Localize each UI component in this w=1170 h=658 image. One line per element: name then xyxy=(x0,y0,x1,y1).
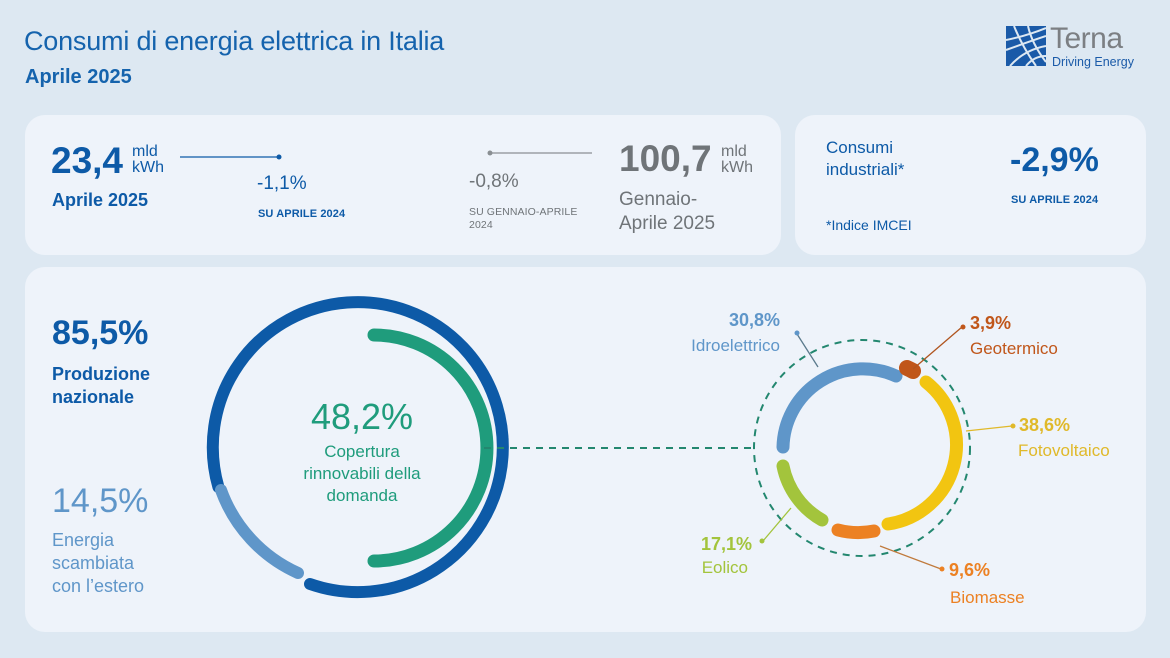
terna-grid-icon xyxy=(1006,26,1046,66)
national-production-label-2: nazionale xyxy=(52,387,135,407)
consumption-summary-card xyxy=(25,115,781,255)
monthly-unit-kwh: kWh xyxy=(132,159,164,176)
ytd-change-caption-1: SU GENNAIO-APRILE xyxy=(469,206,578,218)
ytd-unit-kwh: kWh xyxy=(721,159,753,176)
foreign-exchange-label-2: scambiata xyxy=(52,553,135,573)
industrial-footnote: *Indice IMCEI xyxy=(826,217,912,233)
geothermal-value: 3,9% xyxy=(970,313,1012,333)
monthly-change-caption: SU APRILE 2024 xyxy=(258,208,346,220)
biomass-label: Biomasse xyxy=(950,588,1025,607)
ytd-value: 100,7 xyxy=(619,138,712,179)
logo-wordmark: Terna xyxy=(1050,22,1123,55)
monthly-unit-mld: mld xyxy=(132,143,158,160)
terna-logo: Terna Driving Energy xyxy=(1006,22,1146,70)
solar-label: Fotovoltaico xyxy=(1018,441,1110,460)
industrial-label-1: Consumi xyxy=(826,138,894,157)
monthly-value: 23,4 xyxy=(51,140,124,181)
foreign-exchange-label-1: Energia xyxy=(52,530,115,550)
national-production-label-1: Produzione xyxy=(52,364,150,384)
industrial-consumption-card xyxy=(795,115,1146,255)
ytd-unit-mld: mld xyxy=(721,143,747,160)
page-subtitle: Aprile 2025 xyxy=(25,66,132,88)
geothermal-label: Geotermico xyxy=(970,339,1058,358)
industrial-caption: SU APRILE 2024 xyxy=(1011,194,1099,206)
industrial-label-2: industriali* xyxy=(826,160,905,179)
renewables-label-2: rinnovabili della xyxy=(303,464,421,483)
ytd-period-1: Gennaio- xyxy=(619,189,698,210)
ytd-change-caption-2: 2024 xyxy=(469,219,493,231)
renewables-label-3: domanda xyxy=(326,486,398,505)
foreign-exchange-value: 14,5% xyxy=(52,482,149,520)
renewables-label-1: Copertura xyxy=(324,442,400,461)
national-production-value: 85,5% xyxy=(52,314,149,352)
biomass-value: 9,6% xyxy=(949,560,991,580)
hydro-value: 30,8% xyxy=(728,310,780,330)
ytd-change: -0,8% xyxy=(469,171,519,192)
renewables-value: 48,2% xyxy=(310,396,414,437)
monthly-change: -1,1% xyxy=(257,173,307,194)
logo-tagline: Driving Energy xyxy=(1052,55,1134,69)
foreign-exchange-label-3: con l’estero xyxy=(52,576,145,596)
monthly-period: Aprile 2025 xyxy=(52,190,149,210)
wind-label: Eolico xyxy=(701,558,748,577)
industrial-value: -2,9% xyxy=(1010,141,1099,179)
wind-value: 17,1% xyxy=(700,534,752,554)
solar-value: 38,6% xyxy=(1019,415,1071,435)
ytd-period-2: Aprile 2025 xyxy=(619,213,716,234)
hydro-label: Idroelettrico xyxy=(691,336,780,355)
page-title: Consumi di energia elettrica in Italia xyxy=(24,26,445,56)
